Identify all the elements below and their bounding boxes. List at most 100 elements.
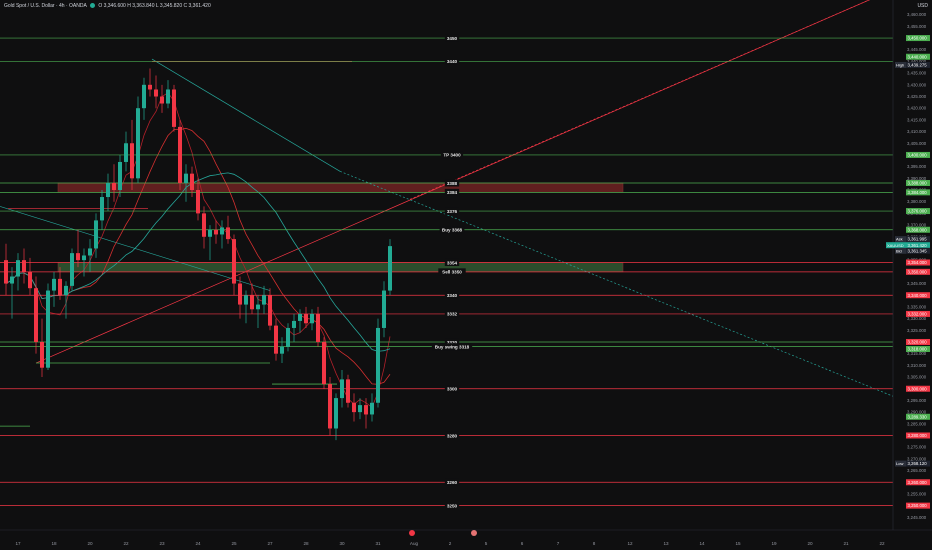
market-open-dot [89, 3, 95, 9]
candle [298, 309, 302, 333]
candle [304, 306, 308, 328]
price-tick-label: 3,295.000 [907, 398, 927, 403]
candle-body [148, 84, 152, 90]
time-tick-label: 14 [699, 541, 705, 546]
candle-body [340, 379, 344, 399]
special-tag-text-2: 3,361.995 [908, 237, 928, 242]
level-price-tag-13 [906, 385, 930, 392]
candle [388, 239, 392, 296]
level-price-tag-11 [906, 338, 930, 345]
candle-body [244, 295, 248, 305]
level-label-bg-4 [444, 188, 460, 196]
special-tag-text-3: 3,361.420 [908, 243, 928, 248]
candle-body [202, 213, 206, 237]
symbol-title: Gold Spot / U.S. Dollar · 4h · OANDA [4, 3, 87, 9]
level-label-bg-2 [440, 151, 464, 159]
ohlc-open: O 3,346.600 [98, 3, 126, 9]
candle-body [268, 295, 272, 326]
candle-body [16, 260, 20, 277]
level-label-bg-3 [444, 179, 460, 187]
candle-body [298, 313, 302, 321]
event-marker-icon [409, 530, 415, 536]
level-price-tag-12 [906, 345, 930, 352]
price-tick-label: 3,410.000 [907, 129, 927, 134]
price-tick-label: 3,415.000 [907, 117, 927, 122]
level-price-tag-14 [906, 432, 930, 439]
zone-0 [57, 182, 624, 193]
candle-body [274, 325, 278, 354]
level-price-tag-0 [906, 35, 930, 42]
candle-body [106, 183, 110, 198]
level-label-bg-0 [444, 34, 460, 42]
level-price-tag-8 [906, 268, 930, 275]
candle [70, 248, 74, 291]
ohlc-close: C 3,361.420 [183, 3, 211, 9]
level-price-tag-15 [906, 479, 930, 486]
price-tick-label: 3,330.000 [907, 316, 927, 321]
candle [154, 75, 158, 109]
time-tick-label: 24 [195, 541, 201, 546]
price-tick-label: 3,445.000 [907, 47, 927, 52]
candle [40, 318, 44, 378]
price-tick-label: 3,395.000 [907, 164, 927, 169]
time-tick-label: 6 [521, 541, 524, 546]
candle [148, 68, 152, 97]
level-label-4: 3384 [447, 190, 458, 195]
level-price-tag-1 [906, 53, 930, 60]
level-price-tag-text-9: 3,340.000 [908, 293, 928, 298]
candle-body [190, 173, 194, 191]
candle [118, 154, 122, 198]
candle [262, 285, 266, 314]
level-label-bg-9 [444, 291, 460, 299]
price-tick-label: 3,285.000 [907, 421, 927, 426]
candle [184, 164, 188, 202]
time-tick-label: 2 [449, 541, 452, 546]
candle-body [262, 295, 266, 305]
level-price-tag-10 [906, 310, 930, 317]
candle [196, 178, 200, 221]
level-label-13: 3300 [447, 387, 458, 392]
time-tick-label: 8 [593, 541, 596, 546]
level-label-bg-6 [439, 226, 465, 234]
level-price-tag-text-16: 3,250.000 [908, 503, 928, 508]
time-tick-label: 15 [735, 541, 741, 546]
time-tick-label: 20 [87, 541, 93, 546]
level-label-6: Buy 3368 [442, 228, 463, 233]
time-tick-label: 20 [807, 541, 813, 546]
candle-body [184, 173, 188, 184]
candle-body [196, 190, 200, 214]
candle-body [130, 143, 134, 179]
candle [10, 267, 14, 319]
price-tick-label: 3,435.000 [907, 71, 927, 76]
level-label-bg-11 [444, 338, 460, 346]
price-tick-label: 3,305.000 [907, 375, 927, 380]
special-key-text-1: Low [896, 461, 903, 466]
candle [4, 243, 8, 296]
candle [124, 131, 128, 172]
candle-body [64, 285, 68, 296]
level-price-tag-5 [906, 208, 930, 215]
candle [226, 215, 230, 244]
level-label-3: 3388 [447, 181, 458, 186]
special-key-0 [895, 61, 906, 68]
candle-body [328, 384, 332, 429]
candle-body [124, 143, 128, 162]
candle [136, 96, 140, 184]
level-price-tag-text-5: 3,376.000 [908, 209, 928, 214]
candle [316, 306, 320, 347]
candle [358, 398, 362, 420]
price-tick-label: 3,255.000 [907, 491, 927, 496]
price-tick-label: 3,430.000 [907, 82, 927, 87]
candle [172, 84, 176, 132]
time-tick-label: 25 [231, 541, 237, 546]
special-tag-text-1: 3,268.120 [908, 461, 928, 466]
candle-body [220, 227, 224, 235]
time-tick-label: 28 [303, 541, 309, 546]
candle-body [22, 260, 26, 272]
time-tick-label: 27 [267, 541, 273, 546]
level-label-bg-14 [444, 431, 460, 439]
candle-body [94, 220, 98, 249]
time-tick-label: 22 [879, 541, 885, 546]
level-price-tag-text-14: 3,280.000 [908, 433, 928, 438]
